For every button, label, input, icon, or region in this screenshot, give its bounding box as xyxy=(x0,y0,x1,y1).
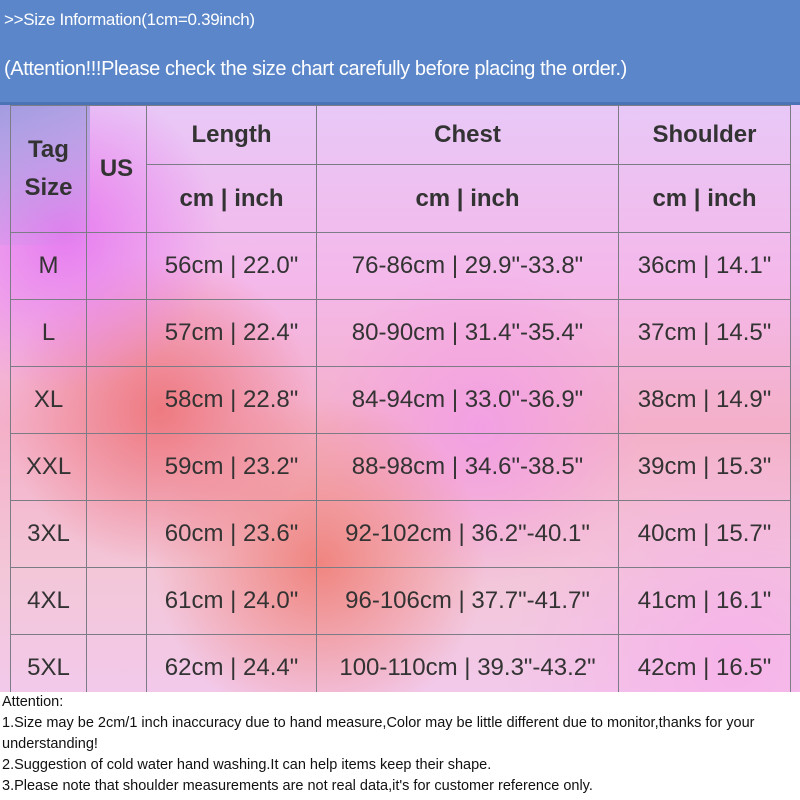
shoulder-cell: 37cm | 14.5" xyxy=(618,299,791,367)
us-size-cell xyxy=(86,299,147,367)
tag-size-header: Tag Size xyxy=(10,105,87,233)
chest-header: Chest xyxy=(316,105,619,165)
us-size-cell xyxy=(86,366,147,434)
chest-cell: 80-90cm | 31.4"-35.4" xyxy=(316,299,619,367)
us-size-cell xyxy=(86,567,147,635)
length-cell: 62cm | 24.4" xyxy=(146,634,317,692)
tag-size-cell: XL xyxy=(10,366,87,434)
shoulder-cell: 41cm | 16.1" xyxy=(618,567,791,635)
chest-cell: 76-86cm | 29.9"-33.8" xyxy=(316,232,619,300)
note-item-1: 1.Size may be 2cm/1 inch inaccuracy due … xyxy=(2,715,755,752)
tag-size-cell: M xyxy=(10,232,87,300)
table-row: 3XL 60cm | 23.6" 92-102cm | 36.2"-40.1" 40c… xyxy=(10,500,791,568)
chest-cell: 96-106cm | 37.7"-41.7" xyxy=(316,567,619,635)
us-size-cell xyxy=(86,232,147,300)
shoulder-cell: 36cm | 14.1" xyxy=(618,232,791,300)
size-table: Tag Size US Length Chest Shoulder cm | i… xyxy=(10,105,791,692)
length-cell: 57cm | 22.4" xyxy=(146,299,317,367)
us-size-cell xyxy=(86,433,147,501)
length-cell: 56cm | 22.0" xyxy=(146,232,317,300)
table-row: XXL 59cm | 23.2" 88-98cm | 34.6"-38.5" 39cm… xyxy=(10,433,791,501)
length-cell: 60cm | 23.6" xyxy=(146,500,317,568)
chest-cell: 100-110cm | 39.3"-43.2" xyxy=(316,634,619,692)
us-size-cell xyxy=(86,634,147,692)
chest-unit-header: cm | inch xyxy=(316,164,619,233)
table-header-row: Tag Size US Length Chest Shoulder xyxy=(10,105,791,233)
attention-message: (Attention!!!Please check the size chart… xyxy=(4,58,627,80)
table-row: 5XL 62cm | 24.4" 100-110cm | 39.3"-43.2" 42… xyxy=(10,634,791,692)
notes-heading: Attention: xyxy=(2,694,64,710)
length-cell: 59cm | 23.2" xyxy=(146,433,317,501)
tag-size-cell: 5XL xyxy=(10,634,87,692)
table-row: XL 58cm | 22.8" 84-94cm | 33.0"-36.9" 38cm … xyxy=(10,366,791,434)
length-cell: 58cm | 22.8" xyxy=(146,366,317,434)
size-info-banner: >>Size Information(1cm=0.39inch) (Attent… xyxy=(0,0,800,105)
table-unit-row: cm | inch cm | inch cm | inch xyxy=(11,164,791,233)
shoulder-cell: 39cm | 15.3" xyxy=(618,433,791,501)
length-cell: 61cm | 24.0" xyxy=(146,567,317,635)
chest-cell: 92-102cm | 36.2"-40.1" xyxy=(316,500,619,568)
table-row: 4XL 61cm | 24.0" 96-106cm | 37.7"-41.7" 41c… xyxy=(10,567,791,635)
tag-size-cell: 3XL xyxy=(10,500,87,568)
shoulder-unit-header: cm | inch xyxy=(618,164,791,233)
note-item-3: 3.Please note that shoulder measurements… xyxy=(2,778,593,794)
shoulder-cell: 40cm | 15.7" xyxy=(618,500,791,568)
chest-cell: 88-98cm | 34.6"-38.5" xyxy=(316,433,619,501)
us-size-cell xyxy=(86,500,147,568)
tag-size-cell: 4XL xyxy=(10,567,87,635)
us-header: US xyxy=(86,105,147,233)
note-item-2: 2.Suggestion of cold water hand washing.… xyxy=(2,757,492,773)
shoulder-cell: 42cm | 16.5" xyxy=(618,634,791,692)
shoulder-cell: 38cm | 14.9" xyxy=(618,366,791,434)
tag-size-cell: L xyxy=(10,299,87,367)
shoulder-header: Shoulder xyxy=(618,105,791,165)
attention-notes: Attention: 1.Size may be 2cm/1 inch inac… xyxy=(0,692,800,800)
table-row: L 57cm | 22.4" 80-90cm | 31.4"-35.4" 37cm |… xyxy=(10,299,791,367)
size-chart: Tag Size US Length Chest Shoulder cm | i… xyxy=(0,105,800,692)
size-info-title: >>Size Information(1cm=0.39inch) xyxy=(4,10,255,29)
length-unit-header: cm | inch xyxy=(146,164,317,233)
tag-size-cell: XXL xyxy=(10,433,87,501)
table-row: M 56cm | 22.0" 76-86cm | 29.9"-33.8" 36cm |… xyxy=(10,232,791,300)
length-header: Length xyxy=(146,105,317,165)
chest-cell: 84-94cm | 33.0"-36.9" xyxy=(316,366,619,434)
